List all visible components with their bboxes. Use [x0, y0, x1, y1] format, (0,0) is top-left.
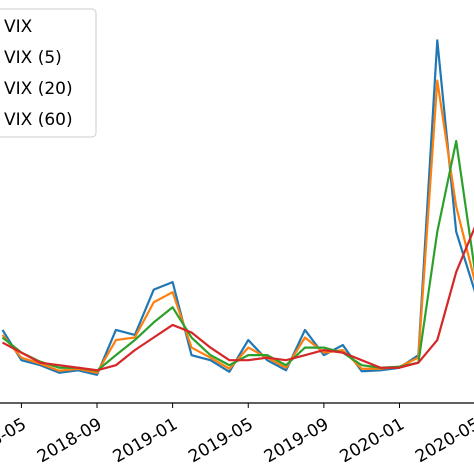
series-line	[1, 226, 474, 372]
legend-box	[0, 8, 97, 138]
x-tick-label: 2018-05	[0, 414, 30, 467]
legend-label: VIX (20)	[4, 79, 73, 99]
x-tick-label: 2019-09	[261, 414, 333, 467]
legend-label: VIX	[4, 17, 33, 37]
legend-label: VIX (5)	[4, 48, 62, 68]
x-tick-label: 2019-05	[185, 414, 257, 467]
series-line	[1, 139, 474, 372]
plot-area	[1, 39, 474, 376]
x-tick-label: 2019-01	[110, 414, 182, 467]
x-tick-label: 2018-09	[34, 414, 106, 467]
x-tick-label: 2020-05	[412, 414, 474, 467]
x-tick-label: 2020-01	[336, 414, 408, 467]
legend-label: VIX (60)	[4, 110, 73, 130]
legend: VIX VIX (5) VIX (20) VIX (60)	[0, 8, 97, 138]
